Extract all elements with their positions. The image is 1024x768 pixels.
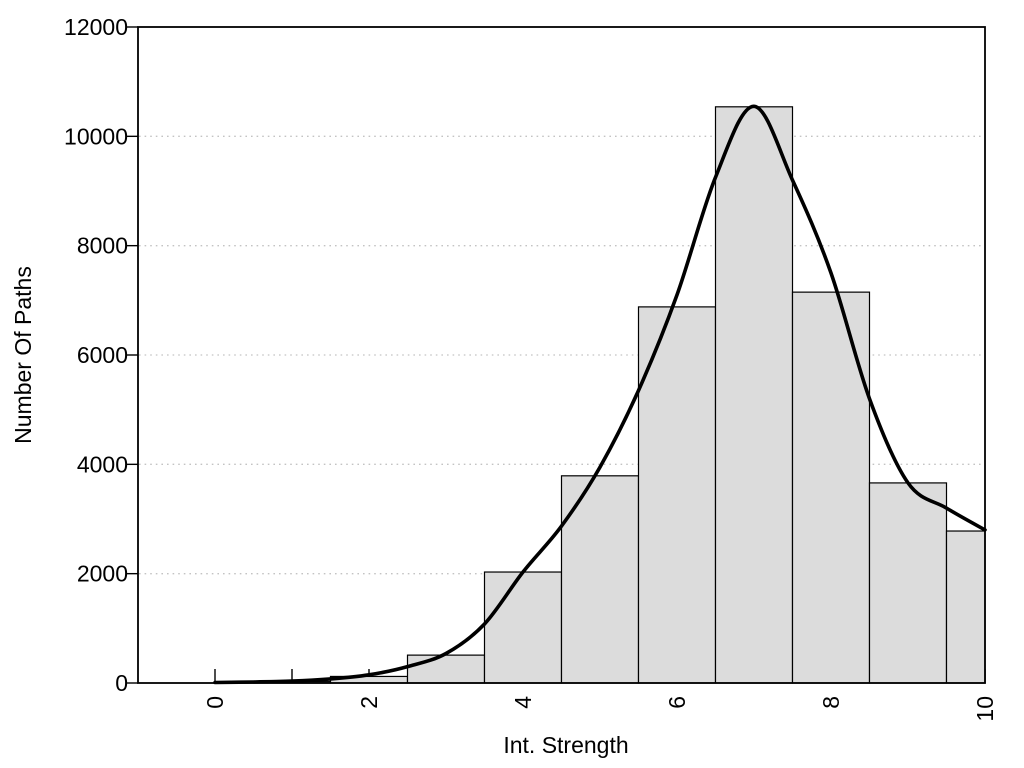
histogram-bar (791, 291, 871, 684)
y-tick-label-10000: 10000 (64, 123, 128, 149)
y-axis-ticks (126, 26, 138, 684)
y-tick-label-8000: 8000 (77, 233, 128, 259)
x-tick-label-10: 10 (972, 696, 998, 722)
y-tick-label-4000: 4000 (77, 451, 128, 477)
histogram-bar (483, 571, 563, 684)
histogram-bars (252, 106, 986, 684)
histogram-bar (714, 106, 794, 684)
y-axis-tick-labels: 0 2000 4000 6000 8000 10000 12000 (64, 14, 128, 696)
y-axis-title: Number Of Paths (10, 266, 36, 444)
x-axis-tick-labels: 0 2 4 6 8 10 (202, 696, 998, 722)
density-curve (213, 104, 987, 685)
y-tick-label-6000: 6000 (77, 342, 128, 368)
histogram-bar (868, 482, 948, 684)
x-axis-title: Int. Strength (503, 732, 628, 758)
histogram-bar (945, 530, 986, 684)
y-tick-label-2000: 2000 (77, 561, 128, 587)
histogram-bar (406, 654, 486, 684)
x-tick-label-6: 6 (664, 696, 690, 709)
y-tick-label-12000: 12000 (64, 14, 128, 40)
x-tick-label-2: 2 (356, 696, 382, 709)
y-tick-label-0: 0 (115, 670, 128, 696)
x-tick-label-0: 0 (202, 696, 228, 709)
x-tick-label-8: 8 (818, 696, 844, 709)
gridlines (139, 135, 984, 575)
x-tick-label-4: 4 (510, 696, 536, 709)
